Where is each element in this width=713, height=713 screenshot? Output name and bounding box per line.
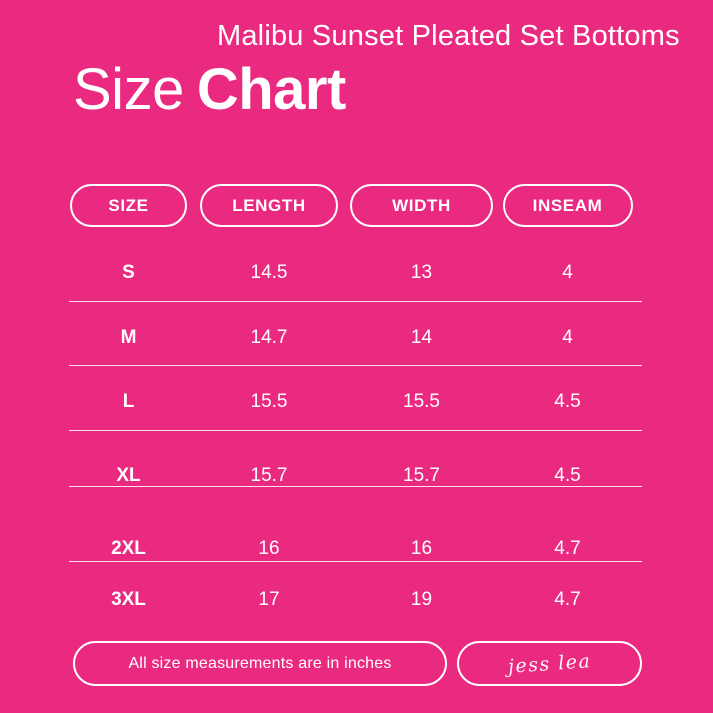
- inseam-value: 4.5: [554, 391, 581, 412]
- size-label: L: [122, 391, 135, 412]
- width-value: 14: [410, 327, 433, 348]
- column-header-length-label: LENGTH: [232, 195, 306, 215]
- units-note-pill: All size measurements are in inches: [73, 641, 447, 686]
- table-row-l: L 15.5 15.5 4.5: [69, 366, 642, 431]
- inseam-value: 4: [562, 262, 573, 283]
- width-value: 13: [410, 262, 433, 283]
- size-label: 3XL: [111, 589, 146, 610]
- page-title: Size Chart: [73, 61, 346, 119]
- column-header-width-label: WIDTH: [392, 195, 451, 215]
- inseam-value: 4: [562, 327, 573, 348]
- brand-signature: jess lea: [507, 649, 592, 678]
- inseam-value: 4.7: [554, 589, 581, 610]
- column-header-width: WIDTH: [350, 184, 493, 227]
- table-row-3xl: 3XL 17 19 4.7: [69, 562, 642, 641]
- inseam-value: 4.5: [554, 465, 581, 486]
- size-label: S: [122, 262, 135, 283]
- width-value: 16: [410, 538, 433, 559]
- length-value: 17: [258, 589, 280, 610]
- column-header-size: SIZE: [70, 184, 187, 227]
- length-value: 14.5: [250, 262, 288, 283]
- table-row-s: S 14.5 13 4: [69, 227, 642, 302]
- page-title-regular: Size: [73, 57, 184, 122]
- length-value: 16: [258, 538, 280, 559]
- length-value: 14.7: [250, 327, 288, 348]
- width-value: 15.5: [403, 391, 440, 412]
- table-row-m: M 14.7 14 4: [69, 302, 642, 366]
- inseam-value: 4.7: [554, 538, 581, 559]
- column-headers: SIZE LENGTH WIDTH INSEAM: [69, 184, 642, 227]
- width-value: 19: [410, 589, 433, 610]
- size-table: S 14.5 13 4 M 14.7 14 4 L 15.5 15.5 4.5 …: [69, 227, 642, 641]
- brand-signature-pill: jess lea: [457, 641, 642, 686]
- size-label: M: [120, 327, 137, 348]
- column-header-length: LENGTH: [200, 184, 338, 227]
- length-value: 15.7: [250, 465, 288, 486]
- page-title-bold: Chart: [196, 57, 346, 122]
- column-header-inseam-label: INSEAM: [532, 195, 603, 215]
- length-value: 15.5: [250, 391, 288, 412]
- units-note-text: All size measurements are in inches: [128, 654, 392, 672]
- column-header-inseam: INSEAM: [502, 184, 633, 227]
- table-row-2xl: 2XL 16 16 4.7: [69, 487, 642, 562]
- size-label: 2XL: [111, 538, 146, 559]
- size-label: XL: [116, 465, 141, 486]
- product-title: Malibu Sunset Pleated Set Bottoms: [217, 20, 680, 52]
- width-value: 15.7: [403, 465, 440, 486]
- column-header-size-label: SIZE: [108, 195, 149, 215]
- table-row-xl: XL 15.7 15.7 4.5: [69, 431, 642, 487]
